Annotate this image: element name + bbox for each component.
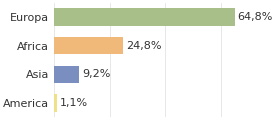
Text: 64,8%: 64,8%: [237, 12, 273, 22]
Bar: [54, 9, 235, 26]
Bar: [54, 94, 57, 111]
Text: 24,8%: 24,8%: [126, 41, 161, 51]
Bar: [54, 37, 123, 54]
Text: 1,1%: 1,1%: [60, 98, 88, 108]
Text: 9,2%: 9,2%: [82, 69, 111, 79]
Bar: [54, 66, 80, 83]
